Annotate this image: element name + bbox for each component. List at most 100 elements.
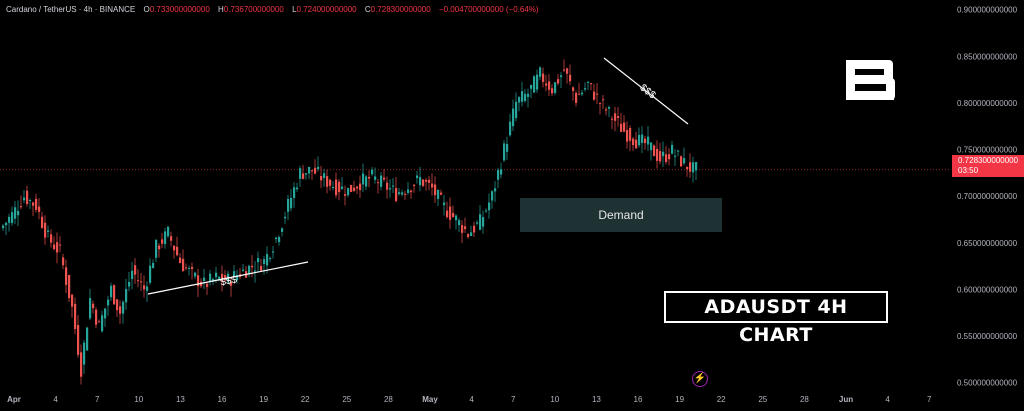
- candle-body: [548, 81, 551, 90]
- candle-body: [299, 168, 302, 179]
- candle-body: [668, 154, 671, 160]
- candle-body: [431, 183, 434, 188]
- candle-body: [170, 236, 173, 241]
- candle-body: [71, 294, 74, 307]
- candle-body: [500, 169, 503, 175]
- candle-body: [377, 182, 380, 184]
- candle-body: [41, 216, 44, 228]
- time-axis-tick: 13: [592, 395, 601, 404]
- time-axis-tick: 10: [134, 395, 143, 404]
- candle-body: [461, 225, 464, 233]
- candle-body: [686, 166, 689, 170]
- candle-body: [212, 278, 215, 281]
- candle-body: [419, 177, 422, 186]
- candle-body: [689, 162, 692, 172]
- time-axis-tick: 25: [758, 395, 767, 404]
- candle-body: [383, 177, 386, 180]
- candle-body: [95, 309, 98, 325]
- candle-body: [368, 176, 371, 179]
- candle-body: [443, 202, 446, 206]
- candle-body: [287, 198, 290, 212]
- time-axis-tick: 22: [717, 395, 726, 404]
- high-label: H: [218, 5, 224, 14]
- candle-body: [560, 75, 563, 78]
- lightning-icon[interactable]: ⚡: [692, 371, 708, 387]
- time-axis-tick: 7: [927, 395, 932, 404]
- candle-body: [392, 185, 395, 187]
- time-axis-tick: Jun: [839, 395, 853, 404]
- time-axis-tick: 19: [259, 395, 268, 404]
- candle-body: [557, 79, 560, 84]
- candle-body: [272, 251, 275, 253]
- candle-body: [8, 216, 11, 223]
- candle-body: [665, 154, 668, 163]
- candle-body: [281, 228, 284, 232]
- close-label: C: [364, 5, 371, 14]
- candle-body: [644, 138, 647, 144]
- candle-body: [32, 202, 35, 206]
- candle-body: [137, 280, 140, 282]
- candle-body: [527, 93, 530, 97]
- candle-body: [590, 83, 593, 85]
- candle-body: [248, 265, 251, 274]
- candle-body: [596, 93, 599, 95]
- candle-body: [425, 179, 428, 182]
- candle-body: [209, 273, 212, 282]
- candle-body: [5, 222, 8, 226]
- close-value: 0.728300000000: [370, 5, 431, 14]
- candle-body: [38, 206, 41, 212]
- candle-body: [62, 257, 65, 266]
- candle-body: [536, 74, 539, 90]
- candle-body: [290, 197, 293, 209]
- candle-body: [602, 99, 605, 101]
- demand-zone: Demand: [520, 198, 722, 232]
- candle-body: [680, 156, 683, 167]
- candle-body: [404, 193, 407, 195]
- candle-body: [182, 258, 185, 272]
- candle-body: [65, 267, 68, 285]
- candle-body: [374, 176, 377, 180]
- candle-body: [515, 101, 518, 119]
- time-axis-tick: 13: [176, 395, 185, 404]
- price-axis-tick: 0.650000000000: [957, 239, 1018, 248]
- candle-body: [413, 184, 416, 187]
- candle-body: [149, 265, 152, 283]
- candle-body: [407, 189, 410, 193]
- chart-title-box: ADAUSDT 4H CHART: [664, 291, 888, 346]
- candle-body: [692, 162, 695, 173]
- candle-body: [332, 186, 335, 188]
- candle-body: [113, 285, 116, 305]
- candle-body: [455, 215, 458, 221]
- candle-body: [593, 91, 596, 100]
- candle-body: [398, 192, 401, 195]
- candle-body: [674, 155, 677, 157]
- candle-body: [152, 262, 155, 269]
- candle-body: [296, 187, 299, 190]
- candle-body: [494, 188, 497, 192]
- candle-body: [14, 207, 17, 219]
- candle-body: [656, 148, 659, 161]
- candle-body: [635, 139, 638, 149]
- candle-body: [473, 225, 476, 233]
- candle-body: [389, 188, 392, 190]
- candle-body: [341, 186, 344, 189]
- candle-body: [74, 303, 77, 330]
- change-value: −0.004700000000 (−0.64%): [438, 5, 539, 14]
- candle-body: [329, 179, 332, 186]
- candle-body: [335, 179, 338, 196]
- candle-body: [311, 170, 314, 172]
- candle-body: [317, 166, 320, 170]
- candle-body: [194, 272, 197, 277]
- candle-body: [509, 121, 512, 136]
- candle-body: [395, 188, 398, 202]
- candle-body: [206, 283, 209, 287]
- candle-body: [284, 216, 287, 219]
- candle-body: [563, 69, 566, 71]
- candle-body: [611, 118, 614, 120]
- candle-body: [68, 274, 71, 299]
- candle-body: [308, 166, 311, 174]
- candle-body: [320, 175, 323, 181]
- brand-b-logo: [846, 60, 895, 100]
